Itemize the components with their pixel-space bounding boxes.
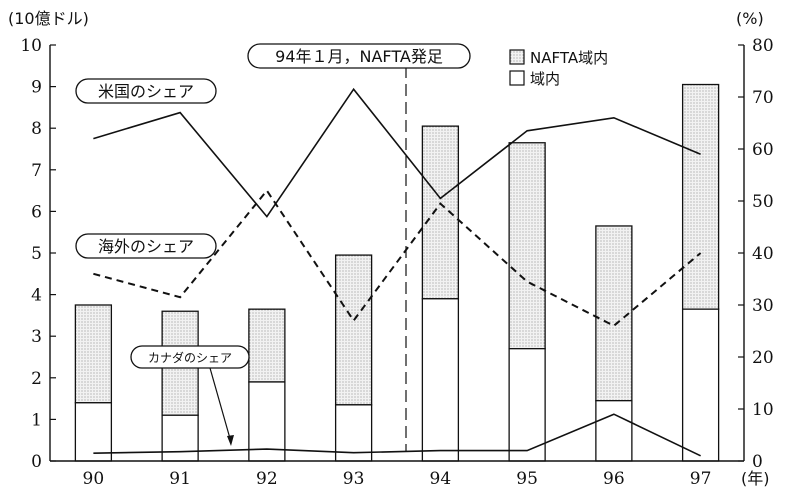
bar-nafta — [421, 125, 460, 300]
us-share-label: 米国のシェア — [98, 82, 194, 101]
x-tick-label: 94 — [430, 469, 452, 489]
right-tick-label: 80 — [752, 36, 774, 56]
left-tick-label: 4 — [31, 286, 42, 306]
bar-domestic — [248, 381, 286, 462]
left-tick-label: 1 — [31, 410, 42, 430]
legend-label-domestic: 域内 — [530, 70, 560, 88]
x-tick-label: 90 — [83, 469, 105, 489]
left-tick-label: 7 — [31, 161, 42, 181]
canada-share-arrow — [209, 367, 232, 443]
left-tick-label: 3 — [31, 327, 42, 347]
left-tick-label: 2 — [31, 369, 42, 389]
bar-nafta — [595, 225, 633, 402]
left-axis-unit: (10億ドル) — [8, 9, 89, 28]
x-tick-label: 93 — [343, 469, 365, 489]
x-tick-label: 96 — [603, 469, 625, 489]
bar-nafta — [248, 308, 286, 383]
left-tick-label: 8 — [31, 119, 42, 139]
x-tick-label: 97 — [690, 469, 712, 489]
bar-nafta — [508, 142, 546, 350]
left-tick-label: 0 — [31, 452, 42, 472]
left-tick-label: 5 — [31, 244, 42, 264]
canada-share-line — [93, 413, 701, 457]
canada-share-callout — [130, 345, 250, 369]
nafta-event-callout — [247, 43, 471, 69]
x-tick-label: 92 — [256, 469, 278, 489]
left-tick-label: 9 — [31, 78, 42, 98]
canada-share-arrowhead — [227, 435, 234, 446]
legend-label-nafta: NAFTA域内 — [530, 49, 608, 67]
right-axis-unit: (%) — [736, 9, 764, 28]
canada-share-label: カナダのシェア — [148, 350, 232, 365]
right-tick-label: 40 — [752, 244, 774, 264]
right-tick-label: 0 — [752, 452, 763, 472]
x-tick-label: 91 — [169, 469, 191, 489]
bar-domestic — [595, 400, 633, 462]
bar-nafta — [334, 254, 373, 406]
left-tick-label: 6 — [31, 202, 42, 222]
bar-domestic — [161, 414, 199, 462]
bar-domestic — [421, 298, 460, 462]
bar-domestic — [74, 402, 113, 462]
right-tick-label: 50 — [752, 192, 774, 212]
legend-swatch-domestic — [509, 70, 525, 86]
x-tick-label: 95 — [516, 469, 538, 489]
nafta-event-label: 94年１月，NAFTA発足 — [275, 47, 443, 66]
right-tick-label: 20 — [752, 348, 774, 368]
us-share-callout — [75, 78, 217, 104]
right-tick-label: 60 — [752, 140, 774, 160]
overseas-share-line — [93, 188, 702, 327]
x-axis-unit: (年) — [741, 469, 770, 488]
bar-domestic — [508, 348, 546, 462]
legend-swatch-nafta — [509, 49, 525, 65]
bar-nafta — [74, 304, 113, 404]
right-tick-label: 70 — [752, 88, 774, 108]
overseas-share-callout — [75, 233, 217, 259]
us-share-line — [93, 87, 701, 218]
right-tick-label: 10 — [752, 400, 774, 420]
overseas-share-label: 海外のシェア — [98, 237, 194, 256]
bar-domestic — [681, 308, 720, 462]
right-tick-label: 30 — [752, 296, 774, 316]
left-tick-label: 10 — [20, 36, 42, 56]
bar-nafta — [681, 83, 720, 310]
